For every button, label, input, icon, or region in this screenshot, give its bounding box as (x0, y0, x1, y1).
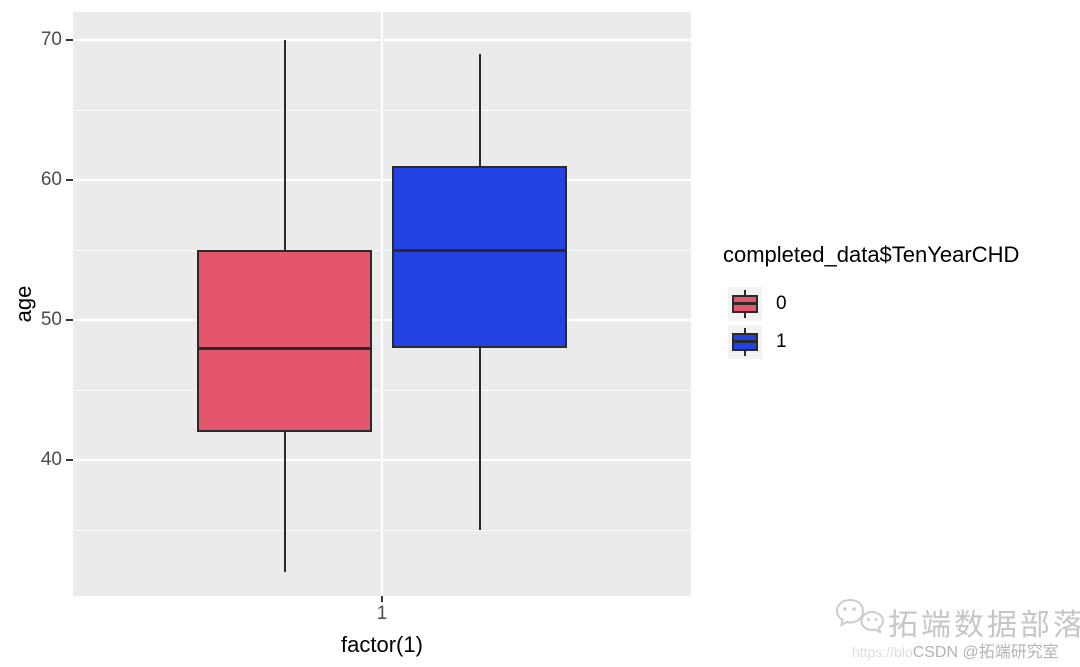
chat-bubbles-icon (835, 598, 885, 634)
boxplot-1-upper-whisker (478, 54, 481, 167)
legend-key-0 (728, 287, 762, 321)
boxplot-1-median (392, 248, 567, 252)
y-axis-title: age (11, 285, 36, 323)
y-tick-label: 40 (40, 449, 62, 471)
boxplot-0-median (197, 346, 372, 350)
boxplot-1-lower-whisker (478, 348, 481, 531)
x-axis-title: factor(1) (341, 632, 423, 657)
watermark-subline: https://bloCSDN @拓端研究室 (852, 638, 1059, 662)
boxplot-0-box (197, 250, 372, 433)
y-tick-40 (66, 459, 73, 462)
legend-entry-0: 0 (728, 287, 787, 321)
legend-key-median (732, 340, 758, 343)
y-tick-label: 50 (40, 309, 62, 331)
legend-entry-1: 1 (728, 325, 787, 359)
watermark-brand-text: 拓端数据部落 (888, 609, 1080, 642)
y-tick-label: 70 (40, 29, 62, 50)
legend-label: 1 (776, 331, 787, 352)
boxplot-1-box (392, 166, 567, 349)
plot-panel (73, 12, 691, 596)
y-tick-70 (66, 39, 73, 41)
watermark-url-text: https://blo (852, 644, 913, 660)
y-tick-50 (66, 319, 73, 322)
y-tick-60 (66, 179, 73, 182)
legend-label: 0 (776, 293, 787, 314)
boxplot-0-lower-whisker (283, 432, 286, 573)
legend-key-1 (728, 325, 762, 359)
y-tick-label: 60 (40, 169, 62, 191)
boxplot-0-upper-whisker (283, 40, 286, 251)
watermark-credit-text: CSDN @拓端研究室 (912, 644, 1059, 661)
gridline-major-x1 (381, 12, 383, 596)
x-tick-1 (381, 596, 383, 602)
x-tick-label: 1 (376, 603, 388, 624)
legend-key-median (732, 302, 758, 305)
legend-title: completed_data$TenYearCHD (723, 242, 1020, 267)
